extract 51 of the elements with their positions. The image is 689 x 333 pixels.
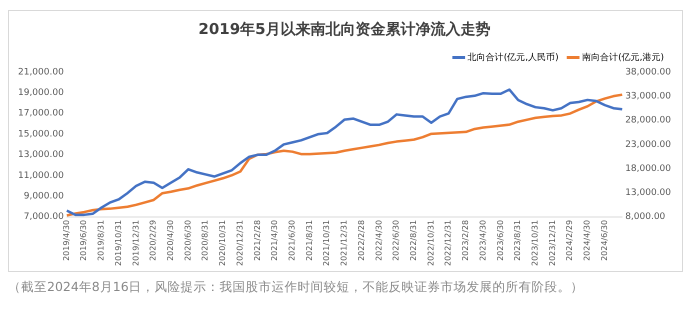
y2-tick-label: 8,000.00 xyxy=(625,212,666,222)
chart-title: 2019年5月以来南北向资金累计净流入走势 xyxy=(198,20,491,38)
x-tick-label: 2024/4/30 xyxy=(582,220,592,261)
y2-tick-label: 18,000.00 xyxy=(625,164,672,174)
x-tick-label: 2021/2/28 xyxy=(252,220,262,261)
text: （截至2024年8月16日，风险提示：我国股市运作时间较短，不能反映证券市场发展的所有阶段。） xyxy=(8,278,585,296)
x-tick-label: 2021/6/30 xyxy=(288,220,297,261)
x-tick-label: 2019/8/31 xyxy=(96,220,106,261)
y-tick-label: 7,000.00 xyxy=(24,212,64,222)
x-tick-label: 2024/6/30 xyxy=(600,220,609,261)
y-tick-label: 19,000.00 xyxy=(18,88,64,98)
x-tick-label: 2019/10/31 xyxy=(114,220,123,266)
x-tick-label: 2021/10/31 xyxy=(322,220,332,266)
y2-tick-label: 28,000.00 xyxy=(625,116,672,126)
x-tick-label: 2023/12/31 xyxy=(548,220,557,266)
y-tick-label: 13,000.00 xyxy=(18,150,64,160)
x-tick-label: 2020/10/31 xyxy=(218,220,228,266)
x-tick-label: 2020/12/31 xyxy=(235,220,244,266)
x-tick-label: 2023/6/30 xyxy=(496,220,505,261)
x-tick-label: 2020/6/30 xyxy=(183,220,192,261)
legend-label: 南向合计(亿元,港元) xyxy=(582,52,664,63)
y2-tick-label: 38,000.00 xyxy=(625,67,672,78)
x-tick-label: 2022/8/31 xyxy=(409,220,418,261)
x-tick-label: 2019/4/30 xyxy=(62,220,71,261)
x-tick-label: 2019/12/31 xyxy=(131,220,140,266)
x-tick-label: 2022/10/31 xyxy=(426,220,436,266)
y-tick-label: 9,000.00 xyxy=(24,192,64,202)
x-tick-label: 2023/10/31 xyxy=(530,220,540,266)
x-tick-label: 2022/4/30 xyxy=(374,220,384,261)
y2-tick-label: 13,000.00 xyxy=(625,188,672,198)
y-tick-label: 17,000.00 xyxy=(18,108,64,119)
x-tick-label: 2021/8/31 xyxy=(304,220,314,261)
x-tick-label: 2022/6/30 xyxy=(392,220,401,261)
y-tick-label: 11,000.00 xyxy=(18,170,64,181)
y-tick-label: 21,000.00 xyxy=(18,67,64,78)
x-tick-label: 2023/2/28 xyxy=(461,220,470,261)
x-tick-label: 2020/2/29 xyxy=(148,220,158,261)
legend-label: 北向合计(亿元,人民币) xyxy=(468,52,559,63)
x-tick-label: 2022/12/31 xyxy=(444,220,453,266)
x-tick-label: 2020/4/30 xyxy=(166,220,176,261)
y2-tick-label: 33,000.00 xyxy=(625,91,672,102)
x-tick-label: 2019/6/30 xyxy=(79,220,88,261)
y-tick-label: 15,000.00 xyxy=(18,129,64,140)
y2-tick-label: 23,000.00 xyxy=(625,140,672,150)
x-tick-label: 2024/2/29 xyxy=(565,220,574,261)
x-tick-label: 2023/8/31 xyxy=(513,220,522,261)
x-tick-label: 2021/4/30 xyxy=(270,220,280,261)
x-tick-label: 2021/12/31 xyxy=(340,220,349,266)
x-tick-label: 2020/8/31 xyxy=(200,220,210,261)
x-tick-label: 2023/4/30 xyxy=(478,220,488,261)
x-tick-label: 2022/2/28 xyxy=(356,220,366,261)
